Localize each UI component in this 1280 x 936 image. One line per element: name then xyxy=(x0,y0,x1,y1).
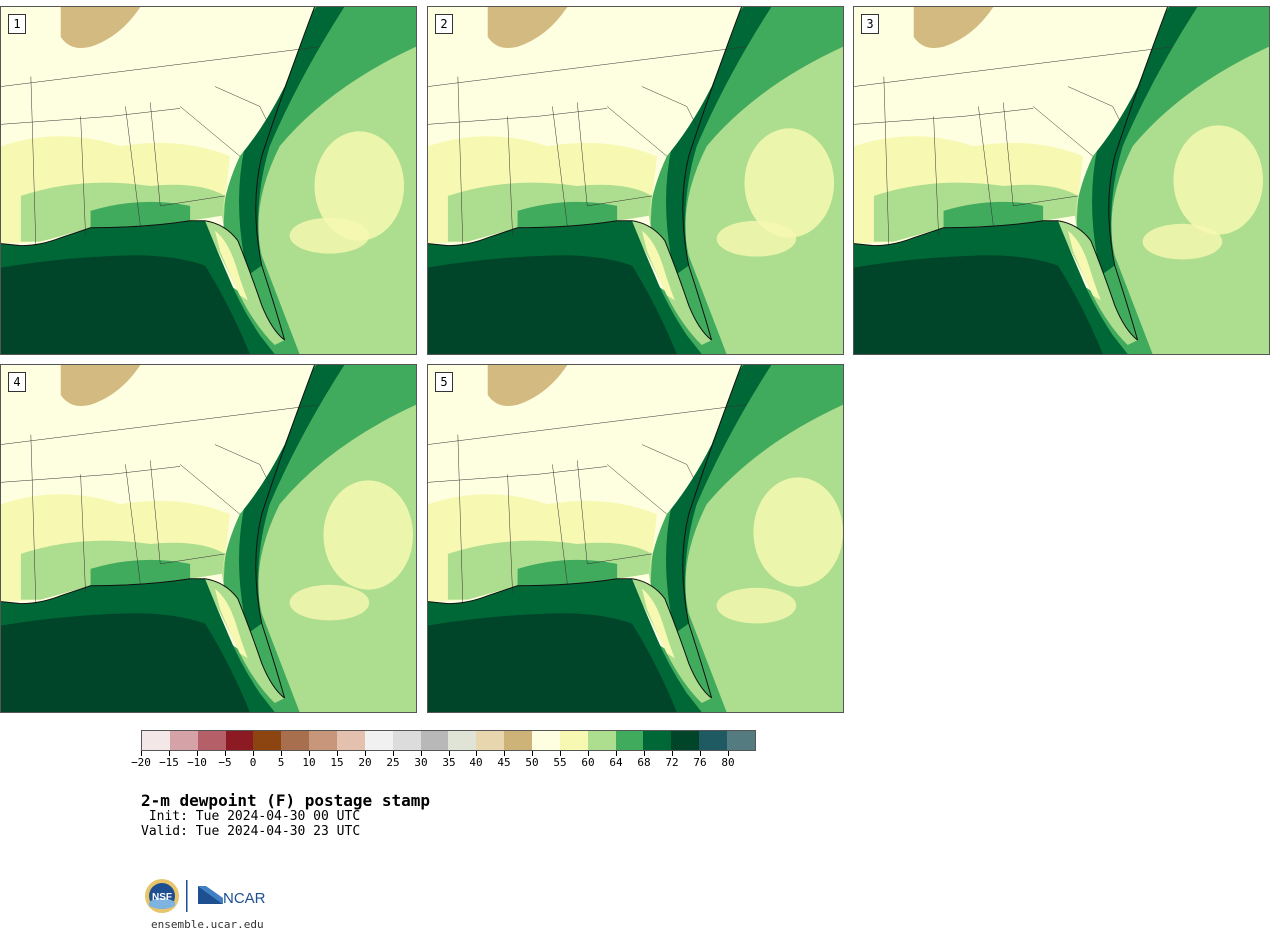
init-time: Init: Tue 2024-04-30 00 UTC xyxy=(141,809,361,824)
colorbar-tick xyxy=(476,751,477,756)
member-label: 5 xyxy=(435,372,453,392)
member-panel-1: 1 xyxy=(0,6,417,355)
colorbar-tick-label: −5 xyxy=(218,756,232,769)
colorbar-tick xyxy=(700,751,701,756)
colorbar-swatch xyxy=(225,731,254,750)
colorbar-tick xyxy=(309,751,310,756)
colorbar-swatch xyxy=(643,731,672,750)
valid-time: Valid: Tue 2024-04-30 23 UTC xyxy=(141,824,361,839)
colorbar-tick-label: 80 xyxy=(721,756,735,769)
colorbar-tick xyxy=(337,751,338,756)
colorbar-ticks: −20 −15 −10 −5 0 5 10 15 20 25 30 35 40 45 50 55 60 64 68 7… xyxy=(131,751,756,773)
colorbar-tick xyxy=(672,751,673,756)
website-link[interactable]: ensemble.ucar.edu xyxy=(151,918,264,931)
member-panel-2: 2 xyxy=(427,6,844,355)
colorbar-tick xyxy=(393,751,394,756)
dewpoint-map xyxy=(1,365,416,712)
colorbar-tick-label: 45 xyxy=(497,756,511,769)
colorbar-tick-label: 10 xyxy=(302,756,316,769)
colorbar-swatch xyxy=(364,731,393,750)
colorbar-swatch xyxy=(587,731,616,750)
colorbar-swatch xyxy=(559,731,588,750)
colorbar-tick xyxy=(225,751,226,756)
colorbar-tick xyxy=(588,751,589,756)
colorbar-swatch xyxy=(727,731,755,750)
colorbar-tick-label: 40 xyxy=(469,756,483,769)
colorbar-tick-label: 68 xyxy=(637,756,651,769)
dewpoint-map xyxy=(854,7,1269,354)
colorbar-tick xyxy=(169,751,170,756)
colorbar-tick-label: 25 xyxy=(386,756,400,769)
product-title: 2-m dewpoint (F) postage stamp xyxy=(141,791,430,810)
colorbar-swatch xyxy=(169,731,198,750)
colorbar-tick xyxy=(449,751,450,756)
colorbar-tick xyxy=(141,751,142,756)
colorbar-tick-label: 35 xyxy=(442,756,456,769)
colorbar-tick-label: 60 xyxy=(581,756,595,769)
colorbar-tick-label: −10 xyxy=(187,756,207,769)
colorbar-tick xyxy=(728,751,729,756)
logos: NSF NCAR xyxy=(145,879,266,913)
colorbar-tick-label: 15 xyxy=(330,756,344,769)
colorbar-swatch xyxy=(532,731,560,750)
colorbar-tick xyxy=(616,751,617,756)
colorbar-swatch xyxy=(253,731,282,750)
colorbar-tick-label: 50 xyxy=(525,756,539,769)
colorbar-tick xyxy=(421,751,422,756)
svg-text:NSF: NSF xyxy=(152,892,172,903)
dewpoint-map xyxy=(428,7,843,354)
colorbar-tick-label: 5 xyxy=(277,756,285,769)
member-label: 3 xyxy=(861,14,879,34)
colorbar-swatch xyxy=(392,731,421,750)
colorbar-tick-label: 0 xyxy=(249,756,257,769)
member-panel-4: 4 xyxy=(0,364,417,713)
colorbar-tick xyxy=(560,751,561,756)
colorbar-swatch xyxy=(448,731,477,750)
colorbar xyxy=(141,730,756,751)
colorbar-tick-label: 64 xyxy=(609,756,623,769)
colorbar-tick-label: 55 xyxy=(553,756,567,769)
dewpoint-map xyxy=(428,365,843,712)
colorbar-tick-label: 76 xyxy=(693,756,707,769)
member-panel-3: 3 xyxy=(853,6,1270,355)
colorbar-tick xyxy=(253,751,254,756)
colorbar-tick-label: 72 xyxy=(665,756,679,769)
colorbar-swatch xyxy=(671,731,700,750)
colorbar-swatch xyxy=(420,731,449,750)
svg-text:NCAR: NCAR xyxy=(223,890,266,907)
colorbar-tick xyxy=(197,751,198,756)
member-label: 2 xyxy=(435,14,453,34)
colorbar-swatch xyxy=(615,731,644,750)
nsf-logo-icon: NSF xyxy=(145,879,179,913)
colorbar-swatch xyxy=(197,731,226,750)
colorbar-swatch xyxy=(476,731,505,750)
colorbar-swatch xyxy=(699,731,728,750)
ncar-logo-icon: NCAR xyxy=(198,886,266,907)
colorbar-tick-label: −20 xyxy=(131,756,151,769)
member-label: 4 xyxy=(8,372,26,392)
colorbar-swatch xyxy=(309,731,338,750)
colorbar-tick-label: 20 xyxy=(358,756,372,769)
colorbar-tick xyxy=(365,751,366,756)
member-panel-5: 5 xyxy=(427,364,844,713)
colorbar-tick xyxy=(281,751,282,756)
dewpoint-map xyxy=(1,7,416,354)
colorbar-swatch xyxy=(142,731,170,750)
colorbar-tick-label: −15 xyxy=(159,756,179,769)
colorbar-tick xyxy=(504,751,505,756)
colorbar-tick xyxy=(532,751,533,756)
colorbar-swatch xyxy=(504,731,533,750)
colorbar-tick-label: 30 xyxy=(414,756,428,769)
colorbar-tick xyxy=(644,751,645,756)
colorbar-swatch xyxy=(281,731,310,750)
member-label: 1 xyxy=(8,14,26,34)
colorbar-swatch xyxy=(337,731,365,750)
